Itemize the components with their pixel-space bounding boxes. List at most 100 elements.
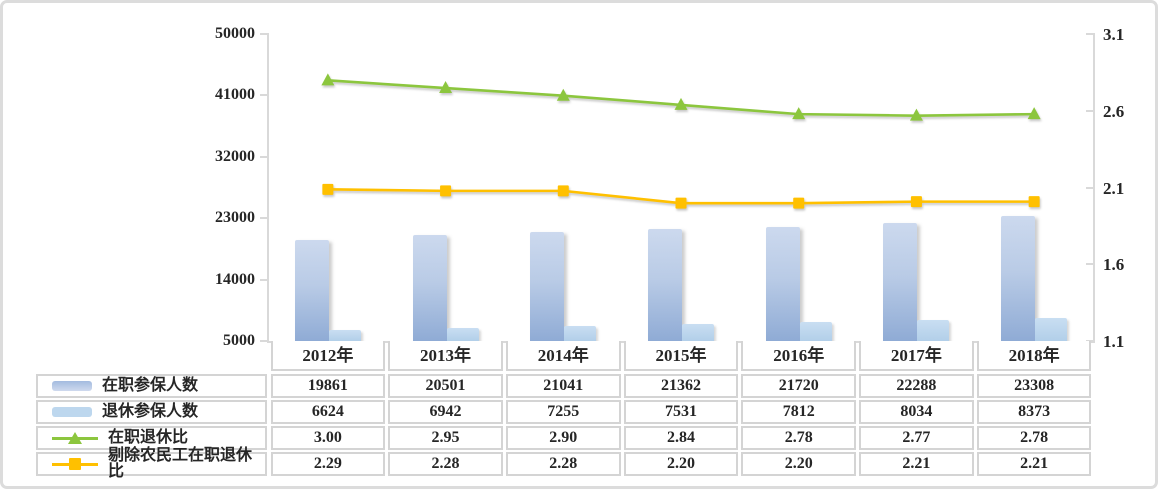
square-marker-icon bbox=[793, 197, 805, 209]
value-cell: 2.21 bbox=[976, 452, 1092, 476]
value-cell: 20501 bbox=[388, 374, 503, 398]
triangle-marker-icon bbox=[439, 81, 453, 94]
left-axis-tick bbox=[260, 94, 269, 97]
year-header-cell: 2015年 bbox=[623, 341, 739, 371]
legend-label: 在职退休比 bbox=[108, 429, 189, 446]
bar-retired-insured bbox=[799, 321, 832, 341]
left-axis-tick-label: 41000 bbox=[215, 86, 255, 104]
right-axis-tick-label: 3.1 bbox=[1103, 25, 1125, 44]
right-axis-tick bbox=[1086, 109, 1095, 112]
triangle-marker-icon bbox=[556, 88, 570, 101]
line-series-layer bbox=[321, 73, 1041, 209]
value-cell: 2.77 bbox=[859, 426, 974, 450]
value-cell: 8373 bbox=[976, 400, 1092, 424]
value-cell: 21041 bbox=[505, 374, 621, 398]
swatch-square-marker bbox=[69, 458, 81, 470]
legend-label: 剔除农民工在职退休比 bbox=[108, 447, 253, 480]
legend-cell: 剔除农民工在职退休比 bbox=[36, 448, 267, 480]
legend-label: 在职参保人数 bbox=[102, 377, 199, 394]
bar-swatch-active-icon bbox=[52, 381, 92, 391]
bar-active-insured bbox=[412, 235, 447, 341]
value-cell: 2.78 bbox=[976, 426, 1092, 450]
bar-active-insured bbox=[648, 229, 682, 341]
triangle-marker-icon bbox=[321, 73, 335, 86]
left-axis-tick-label: 32000 bbox=[215, 147, 255, 165]
left-axis-tick bbox=[260, 278, 269, 281]
value-cell: 2.29 bbox=[270, 452, 386, 476]
bar-swatch-retired-icon bbox=[52, 407, 92, 417]
value-cell: 2.28 bbox=[388, 452, 503, 476]
year-header-cell: 2018年 bbox=[976, 341, 1092, 371]
bar-swatch-shape bbox=[52, 407, 92, 417]
year-header-cell: 2013年 bbox=[388, 341, 503, 371]
value-cell: 6942 bbox=[388, 400, 503, 424]
value-cell: 8034 bbox=[859, 400, 974, 424]
bar-retired-insured bbox=[1035, 317, 1068, 341]
bar-retired-insured bbox=[446, 327, 479, 341]
value-cell: 6624 bbox=[270, 400, 386, 424]
triangle-marker-icon bbox=[909, 108, 923, 121]
triangle-marker-icon bbox=[674, 97, 688, 110]
value-cell: 22288 bbox=[859, 374, 974, 398]
legend-cell: 在职参保人数 bbox=[36, 374, 267, 398]
bar-retired-insured bbox=[328, 329, 361, 341]
right-axis-tick bbox=[1086, 263, 1095, 266]
bar-active-insured bbox=[294, 239, 329, 341]
bar-active-insured bbox=[883, 223, 918, 341]
year-header-cell: 2014年 bbox=[505, 341, 621, 371]
year-header-cell: 2017年 bbox=[859, 341, 974, 371]
right-axis-tick-label: 1.6 bbox=[1103, 255, 1125, 275]
bar-active-insured bbox=[765, 226, 800, 341]
swatch-triangle-marker bbox=[68, 432, 82, 444]
value-cell: 2.78 bbox=[741, 426, 857, 450]
square-marker-icon bbox=[675, 197, 687, 209]
square-marker-icon bbox=[557, 185, 569, 197]
legend-cell: 在职退休比 bbox=[36, 426, 267, 450]
bar-swatch-shape bbox=[52, 381, 92, 391]
square-marker-icon bbox=[1028, 196, 1040, 208]
value-cell: 2.95 bbox=[388, 426, 503, 450]
year-header-cell: 2012年 bbox=[270, 341, 386, 371]
right-axis-tick bbox=[1086, 186, 1095, 189]
left-axis-tick bbox=[260, 217, 269, 220]
left-axis-tick-label: 50000 bbox=[215, 25, 255, 42]
right-axis-tick-label: 2.6 bbox=[1103, 101, 1125, 121]
line-triangle-swatch-icon bbox=[52, 431, 98, 445]
year-header-cell: 2016年 bbox=[741, 341, 857, 371]
value-cell: 2.20 bbox=[741, 452, 857, 476]
legend-cell: 退休参保人数 bbox=[36, 400, 267, 424]
line-active-retired-ratio bbox=[321, 73, 1041, 121]
value-cell: 19861 bbox=[270, 374, 386, 398]
value-cell: 2.21 bbox=[859, 452, 974, 476]
value-cell: 2.84 bbox=[623, 426, 739, 450]
left-axis-tick bbox=[260, 340, 269, 342]
value-cell: 21720 bbox=[741, 374, 857, 398]
line-swatch-shape bbox=[52, 457, 98, 471]
bar-retired-insured bbox=[682, 323, 714, 341]
left-axis-tick bbox=[260, 33, 269, 35]
line-swatch-shape bbox=[52, 431, 98, 445]
value-cell: 7812 bbox=[741, 400, 857, 424]
line-ratio-excl-migrant-workers bbox=[322, 183, 1040, 209]
value-cell: 23308 bbox=[976, 374, 1092, 398]
left-axis-tick-label: 23000 bbox=[215, 209, 255, 227]
value-cell: 2.20 bbox=[623, 452, 739, 476]
line-square-swatch-icon bbox=[52, 457, 98, 471]
right-axis-tick bbox=[1086, 33, 1095, 35]
value-cell: 2.90 bbox=[505, 426, 621, 450]
left-axis-tick-label: 5000 bbox=[223, 332, 255, 349]
value-cell: 21362 bbox=[623, 374, 739, 398]
triangle-marker-icon bbox=[1027, 107, 1041, 120]
bar-active-insured bbox=[1001, 216, 1036, 341]
value-cell: 3.00 bbox=[270, 426, 386, 450]
left-axis-tick bbox=[260, 155, 269, 158]
triangle-marker-icon bbox=[792, 107, 806, 120]
square-marker-icon bbox=[910, 196, 922, 208]
bar-active-insured bbox=[530, 231, 565, 341]
legend-label: 退休参保人数 bbox=[102, 403, 199, 420]
bar-retired-insured bbox=[917, 320, 950, 341]
value-cell: 2.28 bbox=[505, 452, 621, 476]
right-axis-tick-label: 1.1 bbox=[1103, 332, 1125, 351]
value-cell: 7531 bbox=[623, 400, 739, 424]
